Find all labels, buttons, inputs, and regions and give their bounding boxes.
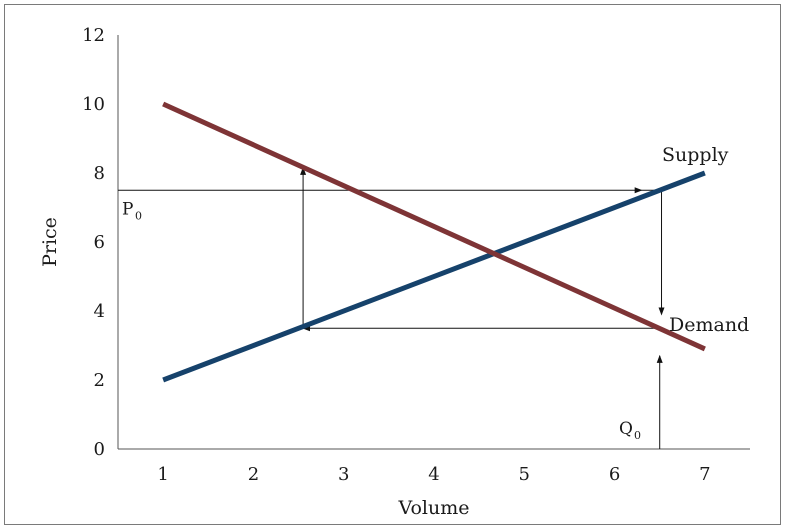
supply-label: Supply <box>662 144 729 166</box>
q0-annotation: Q 0 <box>619 419 641 442</box>
x-tick-label: 5 <box>519 464 530 485</box>
y-tick-label: 2 <box>94 370 105 391</box>
q0-subscript: 0 <box>634 429 641 442</box>
y-tick-label: 8 <box>94 163 105 184</box>
supply-line <box>162 170 706 383</box>
y-axis-title: Price <box>39 217 61 267</box>
x-axis-title: Volume <box>398 497 470 519</box>
q0-label: Q <box>619 419 633 439</box>
x-tick-labels: 1 2 3 4 5 6 7 <box>157 464 710 485</box>
demand-line <box>162 101 706 352</box>
p0-subscript: 0 <box>135 209 142 222</box>
series-labels: Supply Demand <box>662 144 749 336</box>
y-tick-labels: 0 2 4 6 8 10 12 <box>82 25 105 460</box>
series-lines <box>162 101 706 383</box>
axes <box>117 35 750 450</box>
y-tick-label: 12 <box>82 25 105 46</box>
p0-annotation: P 0 <box>122 199 142 222</box>
x-tick-label: 7 <box>699 464 710 485</box>
x-tick-label: 2 <box>248 464 259 485</box>
demand-label: Demand <box>669 314 749 336</box>
x-tick-label: 6 <box>609 464 620 485</box>
p0-label: P <box>122 199 133 219</box>
y-tick-label: 10 <box>82 94 105 115</box>
x-tick-label: 3 <box>338 464 349 485</box>
y-tick-label: 6 <box>94 232 105 253</box>
cobweb-arrows <box>118 166 665 449</box>
y-tick-label: 4 <box>94 301 105 322</box>
x-tick-label: 1 <box>157 464 168 485</box>
chart-frame <box>4 4 781 525</box>
y-tick-label: 0 <box>94 439 105 460</box>
x-tick-label: 4 <box>428 464 439 485</box>
